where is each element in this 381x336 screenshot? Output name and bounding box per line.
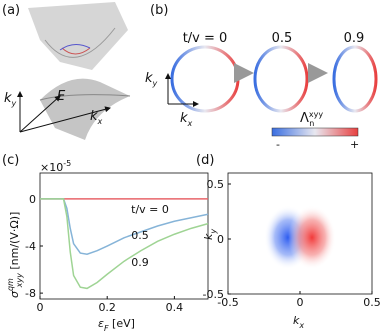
x-axis-label: εF [eV]: [98, 317, 135, 333]
y-tick-label: 0.5: [207, 178, 225, 191]
fermi-ring: [170, 45, 240, 113]
x-tick-label: 0: [37, 301, 44, 314]
text-part: k: [180, 111, 188, 126]
text-part: F: [104, 324, 109, 333]
text-part: x: [187, 119, 193, 128]
text-part: ×10: [40, 161, 63, 174]
surface-bottom: [39, 78, 131, 140]
text-part: k: [293, 314, 300, 327]
multiplier: ×10-5: [40, 159, 71, 174]
axis-label: ky: [4, 91, 17, 108]
y-tick-label: -4: [25, 240, 36, 253]
text-part: σ: [8, 290, 21, 298]
series-line: [40, 198, 209, 290]
ratio-label: 0.9: [344, 31, 365, 46]
line-chart: 0 0.2 0.4 0 -4 -8 ×10-5 εF [eV] σqmxyy [nm/(V·Ω)…: [6, 159, 209, 333]
text-part: [eV]: [109, 317, 135, 330]
panel-label: (d): [196, 153, 214, 168]
colorbar-min: -: [276, 138, 280, 151]
y-axis-label: ky: [202, 229, 218, 240]
blob-positive: [288, 205, 336, 270]
text-part: qm: [6, 278, 15, 291]
surface-top: [28, 2, 128, 70]
text-part: y: [11, 99, 17, 108]
y-tick-label: -0.5: [203, 288, 224, 301]
text-part: x: [298, 321, 304, 330]
x-tick-label: 0: [297, 296, 304, 309]
x-tick-label: 0.4: [166, 301, 184, 314]
text-part: ε: [98, 317, 104, 330]
text-part: k: [202, 233, 215, 240]
y-tick-label: 0: [217, 233, 224, 246]
colorbar-title: Λxyy n: [300, 110, 323, 128]
ratio-label: 0.5: [272, 31, 293, 46]
series-line: [40, 198, 209, 256]
text-part: xyy: [309, 110, 323, 119]
x-tick-label: 0.2: [98, 301, 116, 314]
colorbar-max: +: [350, 138, 359, 151]
y-tick-label: -8: [25, 287, 36, 300]
text-part: -5: [63, 159, 71, 168]
y-tick-label: 0: [29, 193, 36, 206]
x-axis-label: kx: [293, 314, 304, 330]
text-part: k: [90, 109, 98, 124]
text-part: k: [145, 71, 153, 86]
series-label: t/v = 0: [131, 203, 169, 216]
text-part: [nm/(V·Ω)]: [8, 212, 21, 273]
text-part: x: [97, 117, 103, 126]
series-label: 0.9: [131, 256, 149, 269]
colorbar: [271, 127, 359, 137]
panel-label: (b): [150, 3, 168, 18]
text-part: xyy: [15, 273, 24, 288]
x-tick-label: 0.5: [363, 296, 381, 309]
plot-frame: [39, 172, 209, 300]
ratio-label: t/v = 0: [183, 31, 228, 46]
fermi-ring: [332, 45, 378, 113]
text-part: y: [209, 229, 218, 235]
axis-label: ky: [145, 71, 158, 88]
panel-label: (a): [2, 3, 20, 18]
text-part: n: [309, 119, 314, 128]
text-part: k: [4, 91, 12, 106]
axis-label: E: [57, 89, 66, 104]
axes-a: [17, 91, 111, 133]
axis-label: kx: [180, 111, 193, 128]
panel-label: (c): [2, 153, 19, 168]
text-part: Λ: [300, 111, 309, 126]
axis-label: kx: [90, 109, 103, 126]
axes-b: [165, 73, 199, 107]
y-axis-label: σqmxyy [nm/(V·Ω)]: [6, 212, 24, 298]
x-tick-label: -0.5: [217, 296, 238, 309]
text-part: y: [152, 79, 158, 88]
series-label: 0.5: [131, 229, 149, 242]
fermi-ring: [253, 45, 309, 113]
